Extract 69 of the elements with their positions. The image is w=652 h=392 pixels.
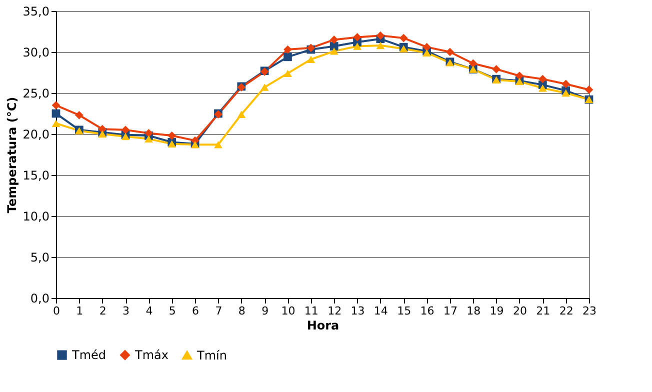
y-tick-label: 0,0 [30,292,50,306]
x-tick-label: 15 [397,304,412,318]
x-tick-label: 11 [304,304,318,318]
y-tick-label: 20,0 [22,128,50,142]
point [52,109,60,118]
point [168,131,176,140]
point [562,89,570,97]
point [214,141,222,148]
point [399,34,408,42]
point [144,135,153,143]
point [492,65,500,74]
y-tick-label: 30,0 [22,46,50,60]
point [468,59,478,68]
x-tick-label: 20 [512,304,527,318]
y-tick-label: 5,0 [30,250,50,264]
y-tick-label: 25,0 [22,86,50,100]
point [52,120,60,127]
x-tick-label: 22 [559,304,574,318]
point [52,101,60,110]
x-tick-label: 14 [374,304,388,318]
point [538,84,547,92]
point [237,110,246,118]
y-tick-label: 35,0 [22,4,50,18]
point [144,128,153,138]
x-tick-label: 16 [420,304,434,318]
y-tick-label: 15,0 [22,168,50,182]
y-axis-title: Temperatura (°C) [4,96,19,214]
x-tick-label: 3 [122,304,130,318]
y-tick-label: 10,0 [22,210,50,224]
point [584,86,594,94]
point [376,31,385,40]
point [538,74,547,84]
point [284,70,292,77]
x-tick-label: 5 [168,304,176,318]
x-tick-label: 1 [76,304,84,318]
point [330,36,338,44]
legend-label: Tmín [196,348,227,362]
point [399,45,408,52]
point [353,33,362,42]
point [562,80,570,88]
x-tick-label: 19 [490,304,504,318]
x-tick-label: 7 [215,304,222,318]
point [306,56,316,64]
x-tick-label: 10 [281,304,296,318]
point [260,84,269,91]
point [422,42,431,52]
x-tick-label: 13 [350,304,365,318]
x-tick-label: 4 [146,304,153,318]
x-tick-label: 21 [536,304,550,318]
x-tick-label: 17 [443,304,458,318]
legend-label: Tmáx [134,348,168,362]
point [121,126,130,134]
point [74,110,84,120]
legend-label: Tméd [71,348,106,362]
x-tick-label: 2 [99,304,106,318]
x-tick-label: 0 [53,304,60,318]
x-tick-label: 18 [466,304,481,318]
x-axis-title: Hora [306,318,340,332]
x-tick-label: 6 [192,304,200,318]
point [376,42,385,50]
point [284,52,292,62]
x-tick-label: 8 [238,304,246,318]
point [284,45,292,54]
x-tick-label: 12 [328,304,342,318]
point [446,48,454,56]
point [330,48,338,55]
x-tick-label: 23 [582,304,596,318]
x-tick-label: 9 [262,304,269,318]
point [353,42,362,50]
